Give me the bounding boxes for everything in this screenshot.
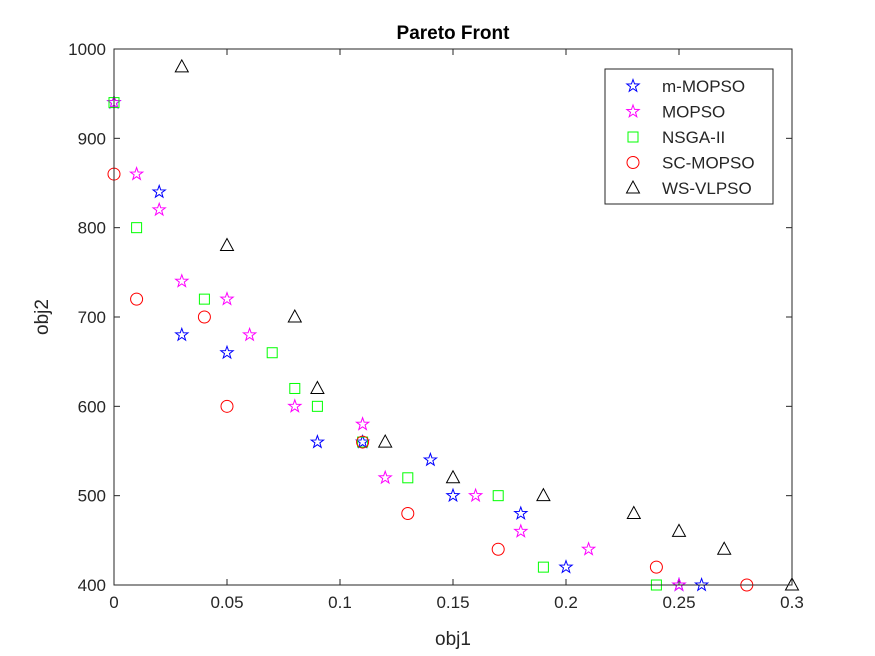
data-point (174, 58, 190, 73)
legend-marker (627, 131, 639, 143)
legend-marker (625, 77, 641, 93)
data-point (219, 237, 235, 252)
data-point (784, 576, 800, 591)
legend-label: NSGA-II (662, 128, 725, 147)
data-point (219, 291, 235, 306)
data-point (197, 310, 211, 324)
y-axis-label: obj2 (32, 299, 53, 335)
legend-marker (625, 103, 641, 118)
data-point (128, 166, 145, 181)
data-point (357, 436, 369, 448)
data-point (287, 398, 303, 413)
chart-title: Pareto Front (397, 23, 511, 44)
data-point (558, 559, 574, 574)
data-point (266, 347, 278, 359)
y-tick-label: 1000 (68, 40, 106, 59)
data-point (356, 435, 370, 449)
data-point (287, 308, 303, 323)
data-point (354, 416, 371, 431)
y-tick-label: 800 (78, 219, 106, 238)
data-point (131, 222, 143, 234)
data-point (716, 541, 732, 555)
legend-box (604, 68, 774, 205)
data-point (513, 505, 529, 521)
data-point (219, 344, 235, 360)
legend-marker (625, 179, 641, 194)
x-tick-label: 0.3 (780, 593, 804, 612)
data-point (174, 326, 190, 342)
data-point (174, 273, 190, 288)
data-point (402, 472, 414, 484)
y-tick-label: 700 (78, 308, 106, 327)
x-tick-label: 0.05 (210, 593, 243, 612)
axis-ticks: 0 0.05 0.1 0.15 0.2 0.25 0.3 400 500 600 700 800 900… (68, 40, 804, 612)
data-point (537, 561, 549, 573)
legend-label: MOPSO (662, 103, 725, 122)
data-point (671, 576, 687, 592)
data-point (377, 434, 393, 448)
x-tick-label: 0.25 (662, 593, 695, 612)
x-tick-label: 0.2 (554, 593, 578, 612)
data-point (693, 576, 710, 592)
legend: m-MOPSO MOPSO NSGA-II SC-MOPSO WS-VLPSO (604, 68, 774, 205)
y-tick-label: 400 (78, 576, 106, 595)
data-point (377, 469, 393, 485)
data-point (130, 292, 144, 306)
data-point (492, 490, 504, 502)
data-point (422, 451, 439, 467)
data-point (198, 293, 210, 305)
data-point (151, 201, 167, 217)
legend-marker (626, 156, 640, 169)
x-axis-label: obj1 (435, 629, 471, 650)
data-point (310, 380, 325, 394)
data-point (626, 505, 642, 520)
data-point (151, 183, 167, 199)
series-sc-mopso (107, 167, 754, 592)
series-ws-vlpso (174, 58, 800, 591)
data-point (309, 434, 326, 449)
data-point (289, 382, 301, 394)
x-tick-label: 0.15 (436, 593, 469, 612)
data-point (445, 469, 461, 484)
data-point (401, 507, 415, 521)
data-point (513, 523, 529, 538)
plot-box (113, 48, 793, 586)
y-tick-label: 600 (78, 397, 106, 416)
legend-label: m-MOPSO (662, 77, 745, 96)
data-point (580, 541, 597, 556)
data-point (536, 487, 551, 502)
data-point (241, 326, 258, 342)
data-point (220, 399, 234, 413)
legend-label: WS-VLPSO (662, 179, 752, 198)
legend-label: SC-MOPSO (662, 154, 755, 173)
data-point (671, 523, 687, 537)
data-point (467, 487, 484, 503)
x-tick-label: 0 (109, 593, 118, 612)
data-point (311, 400, 323, 412)
data-point (649, 560, 663, 574)
y-tick-label: 900 (78, 129, 106, 148)
y-tick-label: 500 (78, 487, 106, 506)
data-point (491, 542, 505, 556)
x-tick-label: 0.1 (328, 593, 352, 612)
data-point (445, 487, 461, 503)
